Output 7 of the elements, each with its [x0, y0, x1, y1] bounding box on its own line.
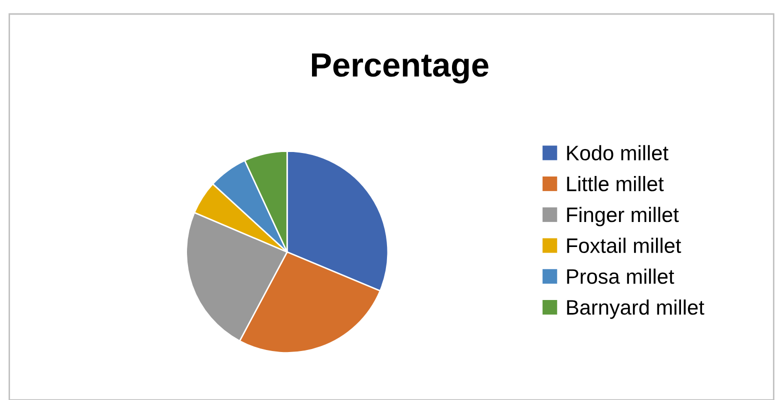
legend-label: Prosa millet [567, 268, 674, 284]
legend-label: Little millet [567, 176, 664, 192]
legend-label: Barnyard millet [567, 299, 704, 319]
chart-title: Percentage [312, 54, 488, 84]
legend-label: Kodo millet [567, 145, 668, 160]
legend-label: Foxtail millet [567, 238, 682, 254]
legend-label: Finger millet [567, 206, 679, 226]
